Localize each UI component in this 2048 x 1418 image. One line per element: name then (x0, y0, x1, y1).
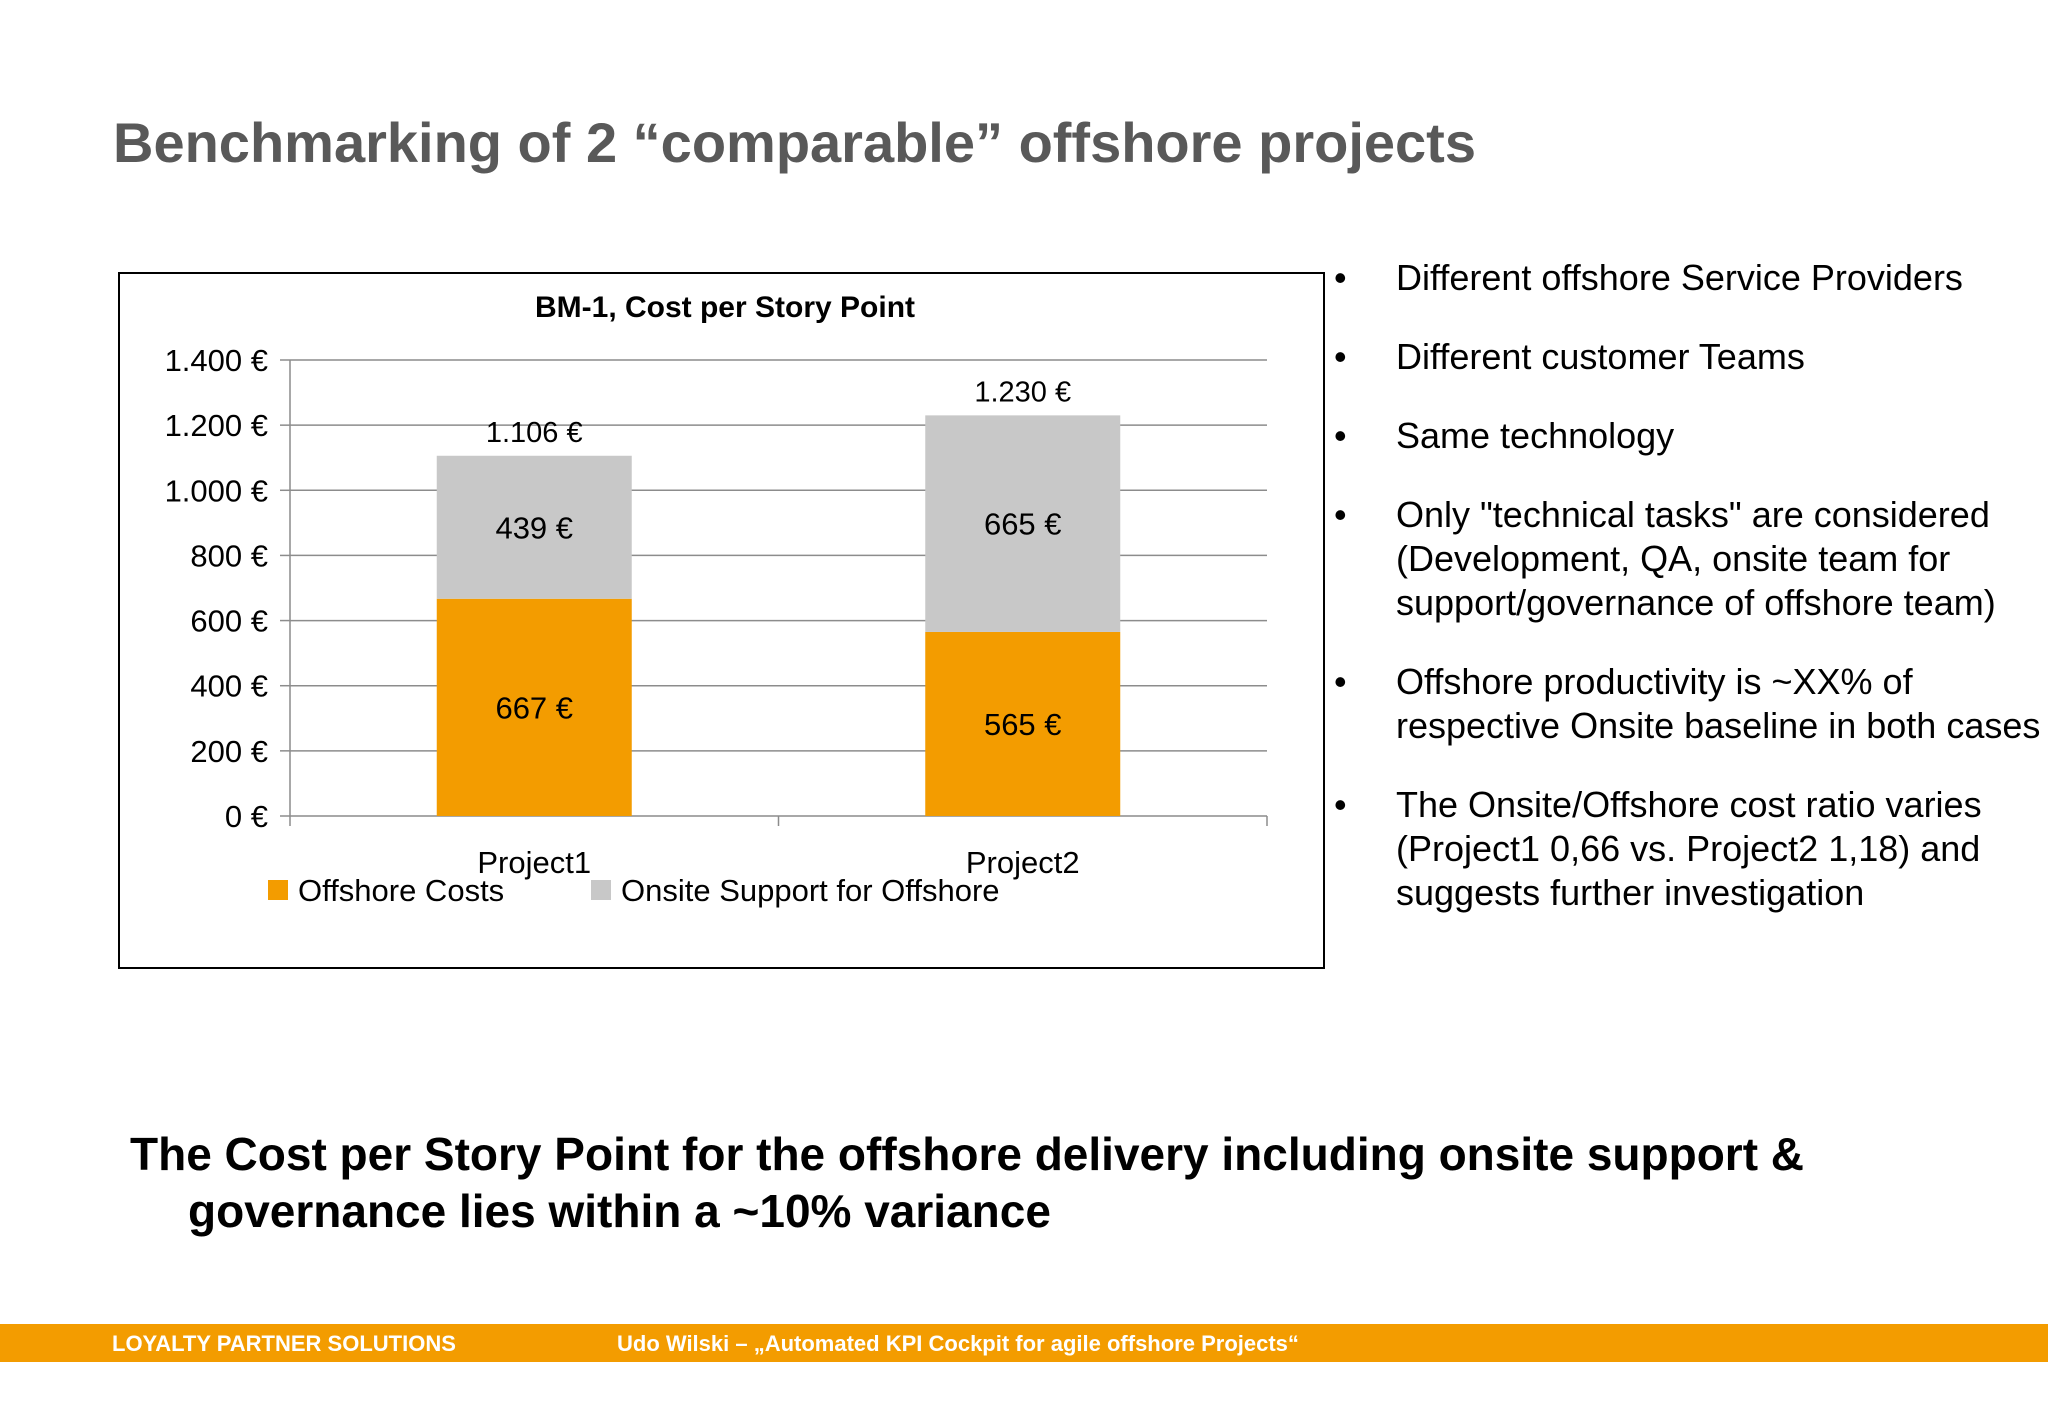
conclusion-line-1: The Cost per Story Point for the offshor… (130, 1128, 1805, 1180)
x-category-label: Project2 (966, 845, 1080, 880)
bullet-list: • Different offshore Service Providers • Di… (1330, 256, 2048, 950)
bar-segment-label: 667 € (495, 690, 573, 725)
footer-presentation-title: Udo Wilski – „Automated KPI Cockpit for … (617, 1331, 1299, 1356)
bullet-text: Same technology (1396, 415, 1675, 456)
bullet-item: • Offshore productivity is ~XX% of respec… (1330, 660, 2048, 748)
conclusion-line-2: governance lies within a ~10% variance (188, 1185, 1051, 1237)
bullet-text: Offshore productivity is ~XX% of respect… (1396, 661, 2041, 746)
slide-title: Benchmarking of 2 “comparable” offshore … (113, 111, 1476, 174)
bar-segment-label: 665 € (984, 507, 1062, 542)
bullet-item: • Same technology (1330, 414, 2048, 458)
y-tick-label: 600 € (190, 604, 268, 639)
y-tick-label: 0 € (225, 799, 268, 834)
y-tick-label: 1.200 € (165, 408, 268, 443)
bullet-item: • Different offshore Service Providers (1330, 256, 2048, 300)
y-tick-label: 1.400 € (165, 343, 268, 378)
y-tick-label: 400 € (190, 669, 268, 704)
legend: Offshore Costs Onsite Support for Offshor… (268, 873, 1000, 908)
y-tick-label: 1.000 € (165, 473, 268, 508)
chart-title: BM-1, Cost per Story Point (535, 291, 915, 324)
bar-total-label: 1.106 € (486, 417, 583, 449)
bullet-text: The Onsite/Offshore cost ratio varies (P… (1396, 784, 1982, 913)
y-tick-label: 800 € (190, 538, 268, 573)
legend-label: Onsite Support for Offshore (621, 873, 1000, 908)
bar-segment (925, 631, 1121, 816)
bullet-item: • The Onsite/Offshore cost ratio varies (… (1330, 783, 2048, 915)
legend-label: Offshore Costs (298, 873, 504, 908)
stacked-bar-chart: BM-1, Cost per Story Point 0 € 200 € 400 €… (165, 291, 1268, 908)
bullet-text: Only "technical tasks" are considered (D… (1396, 494, 1996, 623)
bullet-text: Different customer Teams (1396, 336, 1805, 377)
footer-company: LOYALTY PARTNER SOLUTIONS (112, 1331, 456, 1356)
legend-swatch (591, 880, 611, 900)
grid-lines (290, 359, 1267, 752)
bullet-marker: • (1334, 415, 1347, 456)
bullet-text: Different offshore Service Providers (1396, 257, 1963, 298)
footer-bar: LOYALTY PARTNER SOLUTIONS Udo Wilski – „… (0, 1324, 2048, 1362)
bullet-marker: • (1334, 494, 1347, 535)
bullet-marker: • (1334, 336, 1347, 377)
bullet-marker: • (1334, 784, 1347, 825)
chart-frame: BM-1, Cost per Story Point 0 € 200 € 400 €… (118, 272, 1325, 969)
bullet-item: • Only "technical tasks" are considered (… (1330, 493, 2048, 625)
bullet-marker: • (1334, 257, 1347, 298)
bullet-marker: • (1334, 661, 1347, 702)
y-tick-label: 200 € (190, 734, 268, 769)
bars (436, 415, 1121, 816)
bar-segment (436, 455, 632, 599)
bar-segment (925, 415, 1121, 632)
legend-swatch (268, 880, 288, 900)
bar-segment (436, 598, 632, 816)
data-labels: 667 € 439 € 1.106 € 565 € 665 € 1.230 € (486, 376, 1071, 742)
bar-total-label: 1.230 € (974, 376, 1071, 408)
bar-segment-label: 439 € (495, 510, 573, 545)
bar-segment-label: 565 € (984, 707, 1062, 742)
x-category-label: Project1 (477, 845, 591, 880)
bullet-item: • Different customer Teams (1330, 335, 2048, 379)
conclusion-text: The Cost per Story Point for the offshor… (130, 1126, 1930, 1240)
